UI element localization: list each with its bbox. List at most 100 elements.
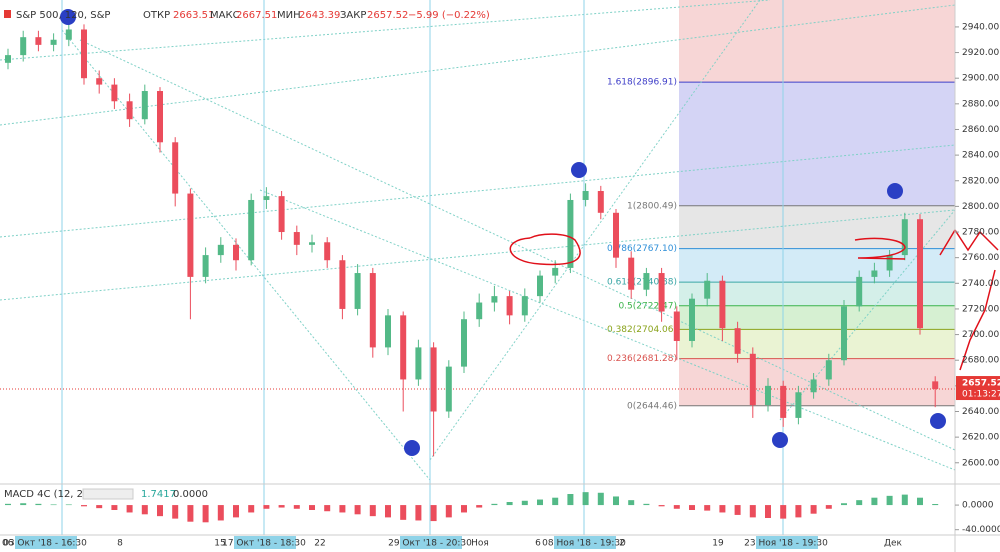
candle-body bbox=[567, 199, 574, 268]
macd-bar bbox=[263, 505, 270, 509]
macd-bar bbox=[65, 504, 72, 506]
macd-bar bbox=[506, 502, 513, 506]
marker-circle bbox=[404, 440, 420, 456]
candle-body bbox=[187, 193, 194, 277]
macd-bar bbox=[141, 505, 148, 515]
macd-bar bbox=[324, 505, 331, 512]
macd-bar bbox=[35, 503, 42, 506]
macd-value: 1.7417 bbox=[141, 489, 176, 500]
macd-bar bbox=[96, 505, 103, 509]
x-tick-label: 17 Окт '18 - 18:30 bbox=[222, 539, 306, 549]
marker-circle bbox=[930, 413, 946, 429]
pane-buttons[interactable] bbox=[82, 488, 134, 500]
fib-label: 1(2800.49) bbox=[627, 201, 677, 211]
candle-body bbox=[324, 242, 331, 261]
macd-bar bbox=[552, 497, 559, 506]
macd-bar bbox=[719, 505, 726, 513]
candle-body bbox=[537, 275, 543, 297]
candle-body bbox=[628, 257, 635, 290]
x-tick-label: Ноя bbox=[471, 539, 489, 549]
y-tick-label: 2740.00 bbox=[962, 279, 999, 289]
y-tick-label: 2780.00 bbox=[962, 228, 999, 238]
candle-body bbox=[415, 347, 422, 380]
x-tick-label: 19 bbox=[712, 539, 724, 549]
candle-body bbox=[552, 267, 559, 276]
candle-body bbox=[96, 78, 103, 85]
macd-bar bbox=[795, 505, 802, 518]
candle-body bbox=[932, 381, 939, 390]
candle-body bbox=[901, 219, 908, 256]
macd-bar bbox=[886, 495, 893, 506]
candle-body bbox=[719, 280, 726, 329]
date-badge bbox=[554, 536, 616, 549]
macd-bar bbox=[202, 505, 209, 523]
macd-bar bbox=[400, 505, 407, 520]
freehand bbox=[854, 237, 906, 260]
y-tick-label: 2600.00 bbox=[962, 458, 999, 468]
fib-label: 0.236(2681.28) bbox=[607, 354, 677, 364]
annotations bbox=[60, 9, 999, 456]
fib-zone bbox=[679, 248, 955, 283]
close-value: 2657.52 bbox=[367, 10, 408, 21]
macd-bar bbox=[476, 505, 483, 508]
macd-bar bbox=[217, 505, 224, 521]
macd-bar bbox=[20, 503, 27, 506]
x-tick-label: 03 Окт '18 - 16:30 bbox=[3, 539, 87, 549]
candle-body bbox=[673, 311, 680, 341]
macd-bar bbox=[825, 505, 832, 509]
fib-label: 0.5(2722.47) bbox=[618, 301, 677, 311]
candle-body bbox=[202, 255, 209, 277]
macd-bar bbox=[673, 505, 680, 509]
marker-circle bbox=[571, 162, 587, 178]
macd-bar bbox=[765, 505, 771, 518]
candle-body bbox=[917, 219, 923, 329]
y-tick-label: 2900.00 bbox=[962, 74, 999, 84]
fib-zone bbox=[679, 82, 955, 206]
macd-bar bbox=[233, 505, 239, 518]
change: −5.99 (−0.22%) bbox=[408, 10, 490, 21]
macd-title[interactable]: MACD 4C (12, 26) bbox=[4, 489, 93, 500]
candle-body bbox=[65, 29, 72, 40]
candle-body bbox=[385, 315, 391, 348]
y-tick-label: 0.0000 bbox=[962, 501, 994, 511]
candle-body bbox=[35, 37, 42, 45]
symbol[interactable]: S&P 500, 120, S&P bbox=[16, 10, 110, 21]
candle-body bbox=[172, 142, 179, 194]
macd-bar bbox=[111, 505, 118, 510]
marker-circle bbox=[60, 9, 76, 25]
macd-bar bbox=[293, 505, 300, 509]
fib-label: 1.618(2896.91) bbox=[607, 78, 677, 88]
macd-bar bbox=[50, 504, 57, 506]
trend-line bbox=[259, 189, 956, 471]
macd-bar bbox=[187, 505, 194, 522]
candle-body bbox=[613, 212, 619, 258]
candle-body bbox=[597, 191, 604, 213]
date-badge bbox=[400, 536, 462, 549]
candle-body bbox=[339, 260, 346, 309]
y-tick-label: 2640.00 bbox=[962, 407, 999, 417]
macd-bar bbox=[901, 494, 908, 506]
candle-body bbox=[233, 244, 239, 261]
candle-body bbox=[856, 276, 863, 307]
macd-bar bbox=[385, 505, 391, 518]
y-tick-label: 2920.00 bbox=[962, 48, 999, 58]
macd-bar bbox=[354, 505, 361, 515]
fib-label: 0.382(2704.06) bbox=[607, 325, 677, 335]
fib-zone bbox=[679, 329, 955, 359]
trend-line bbox=[79, 39, 956, 451]
macd-bar bbox=[841, 503, 847, 506]
macd-zero: 0.0000 bbox=[173, 489, 208, 500]
symbol-icon bbox=[4, 10, 11, 18]
trend-line bbox=[779, 209, 956, 421]
x-tick-label: 8 bbox=[117, 539, 123, 549]
candle-body bbox=[20, 37, 27, 56]
candle-body bbox=[461, 319, 467, 367]
x-tick-label: 15 bbox=[214, 539, 225, 549]
y-tick-label: 2880.00 bbox=[962, 99, 999, 109]
macd-bar bbox=[491, 503, 498, 506]
macd-bar bbox=[780, 505, 787, 519]
x-tick-label: 22 bbox=[314, 539, 325, 549]
y-tick-label: 2720.00 bbox=[962, 304, 999, 314]
candle-body bbox=[50, 39, 57, 45]
